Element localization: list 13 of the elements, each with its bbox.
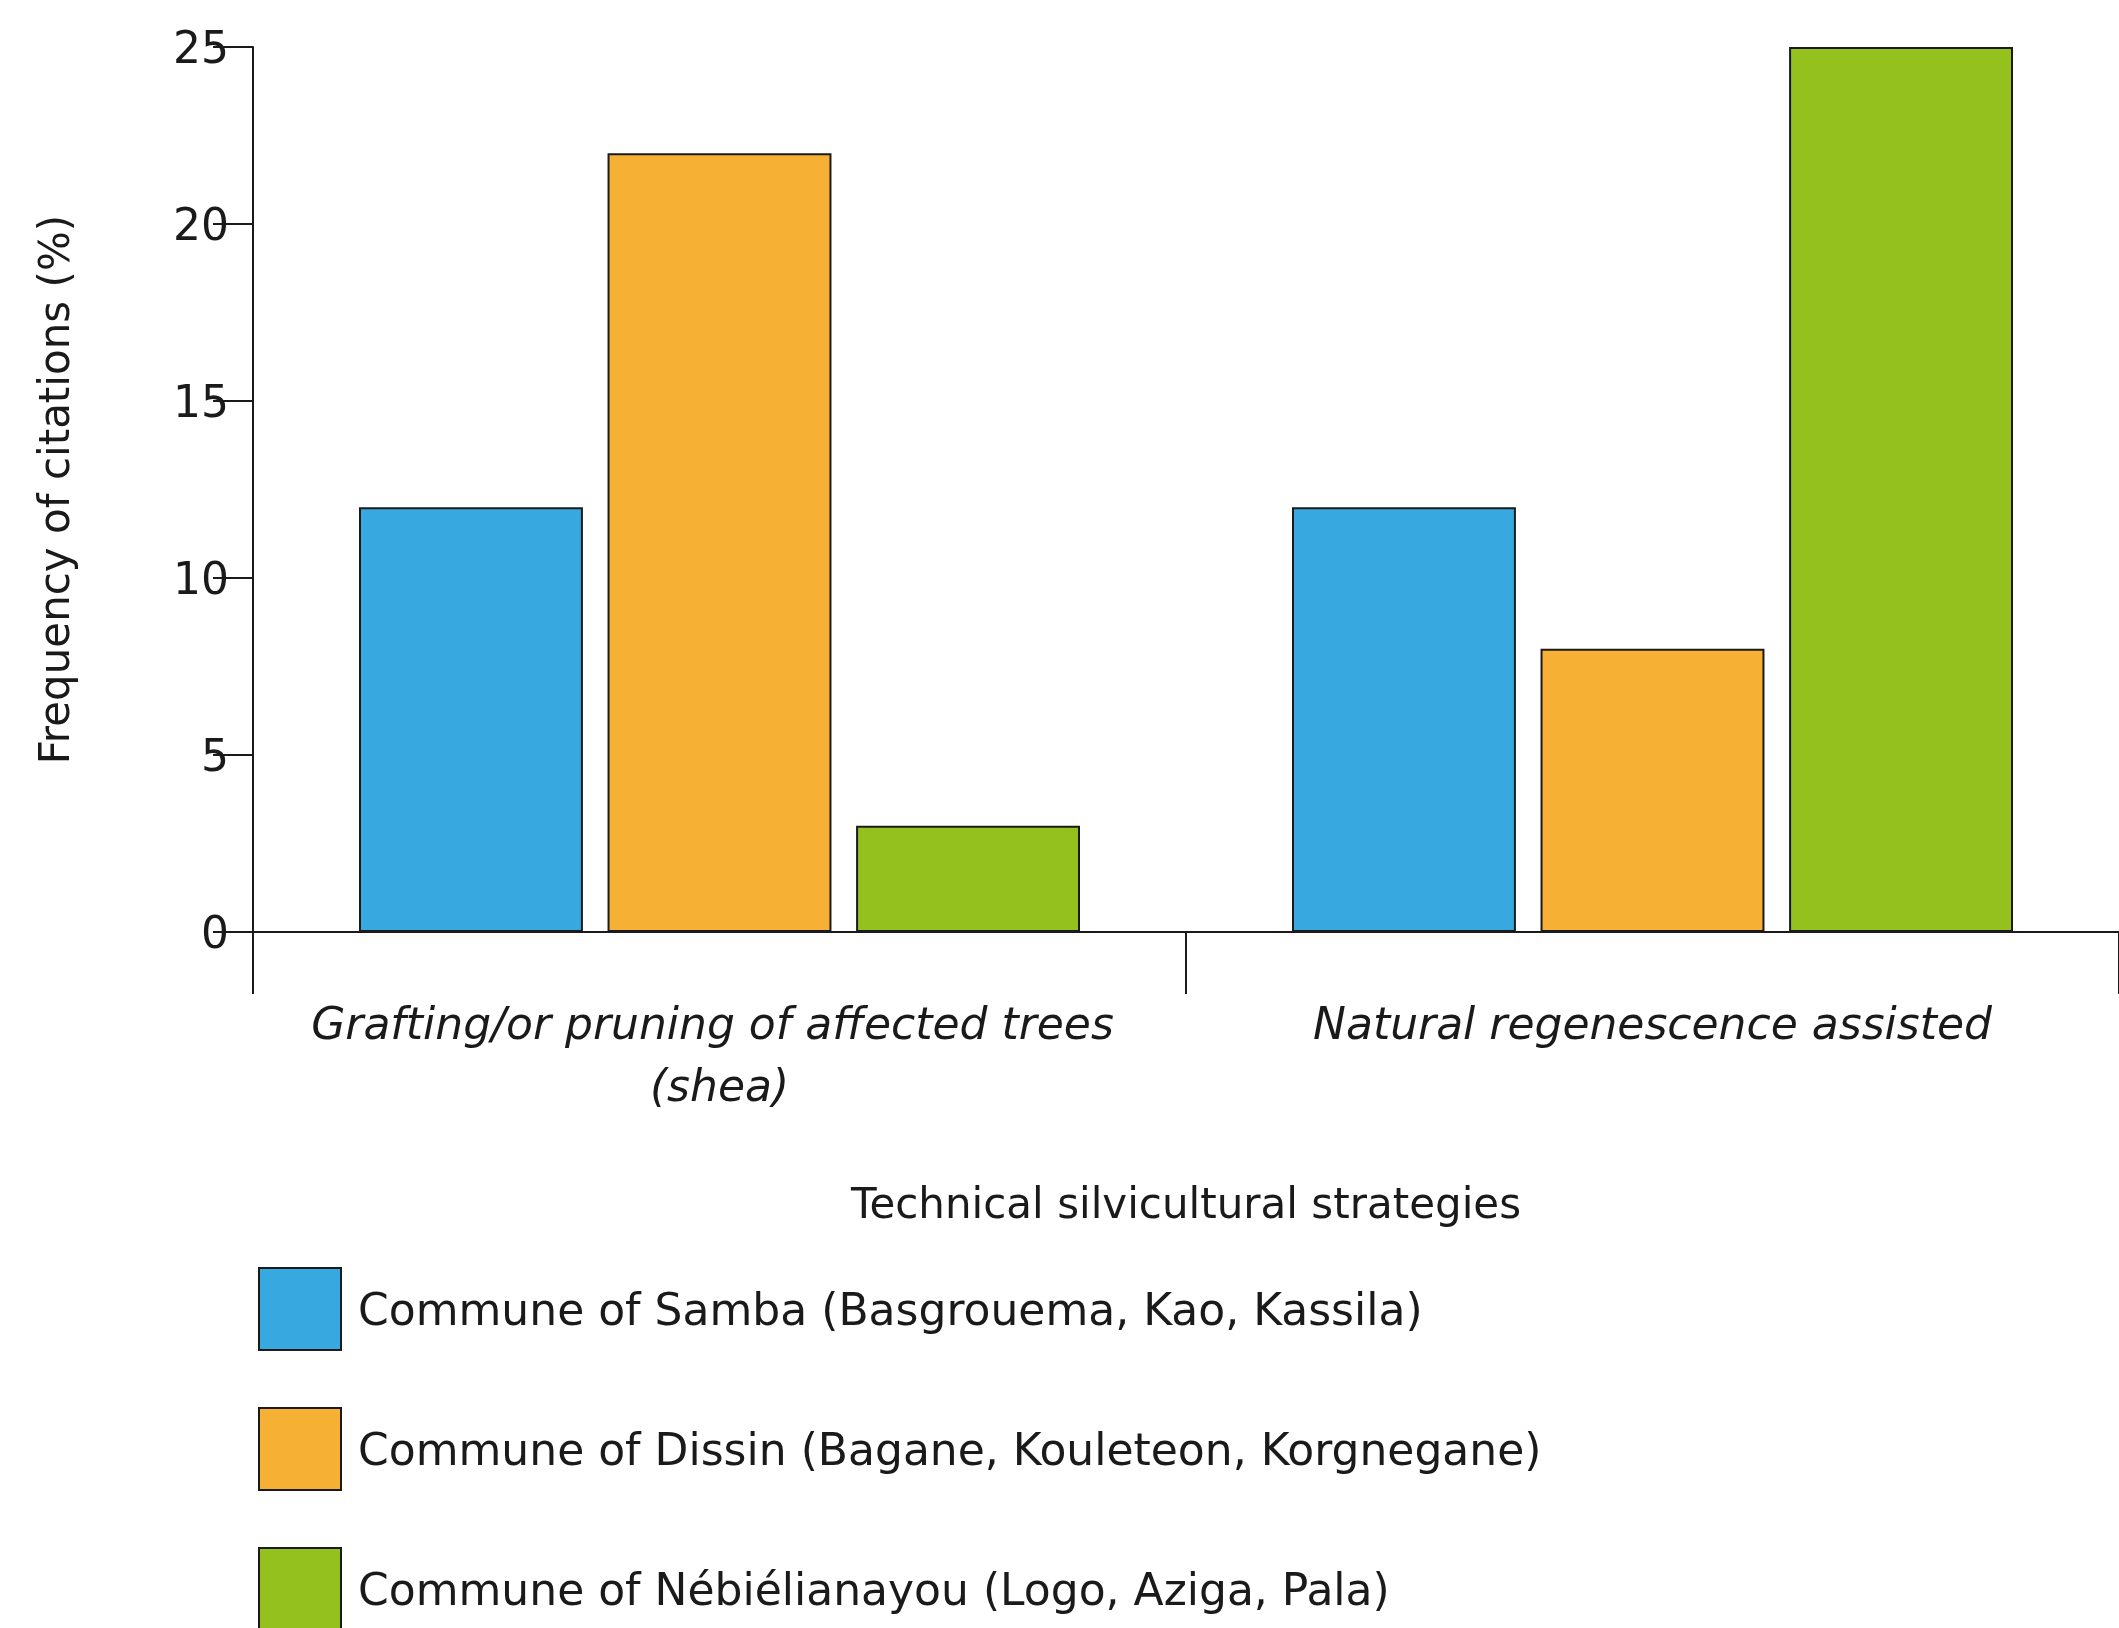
x-tick-label: Natural regenescence assisted — [1313, 997, 1994, 1049]
y-tick-label: 20 — [173, 198, 229, 250]
x-tick-label: Grafting/or pruning of affected trees (shea) — [311, 997, 1128, 1111]
legend-label: Commune of Dissin (Bagane, Kouleteon, Korgnegane) — [358, 1423, 1542, 1475]
legend-label: Commune of Samba (Basgrouema, Kao, Kassila) — [358, 1283, 1423, 1335]
y-tick-label: 25 — [173, 21, 229, 73]
y-tick-label: 15 — [173, 375, 229, 427]
y-tick-label: 5 — [201, 729, 229, 781]
legend-label: Commune of Nébiélianayou (Logo, Aziga, Pala) — [358, 1563, 1390, 1615]
y-tick-label: 10 — [173, 552, 229, 604]
x-axis-title: Technical silvicultural strategies — [849, 1178, 1522, 1228]
y-axis-title: Frequency of citations (%) — [29, 214, 79, 765]
y-tick-label: 0 — [201, 906, 229, 958]
